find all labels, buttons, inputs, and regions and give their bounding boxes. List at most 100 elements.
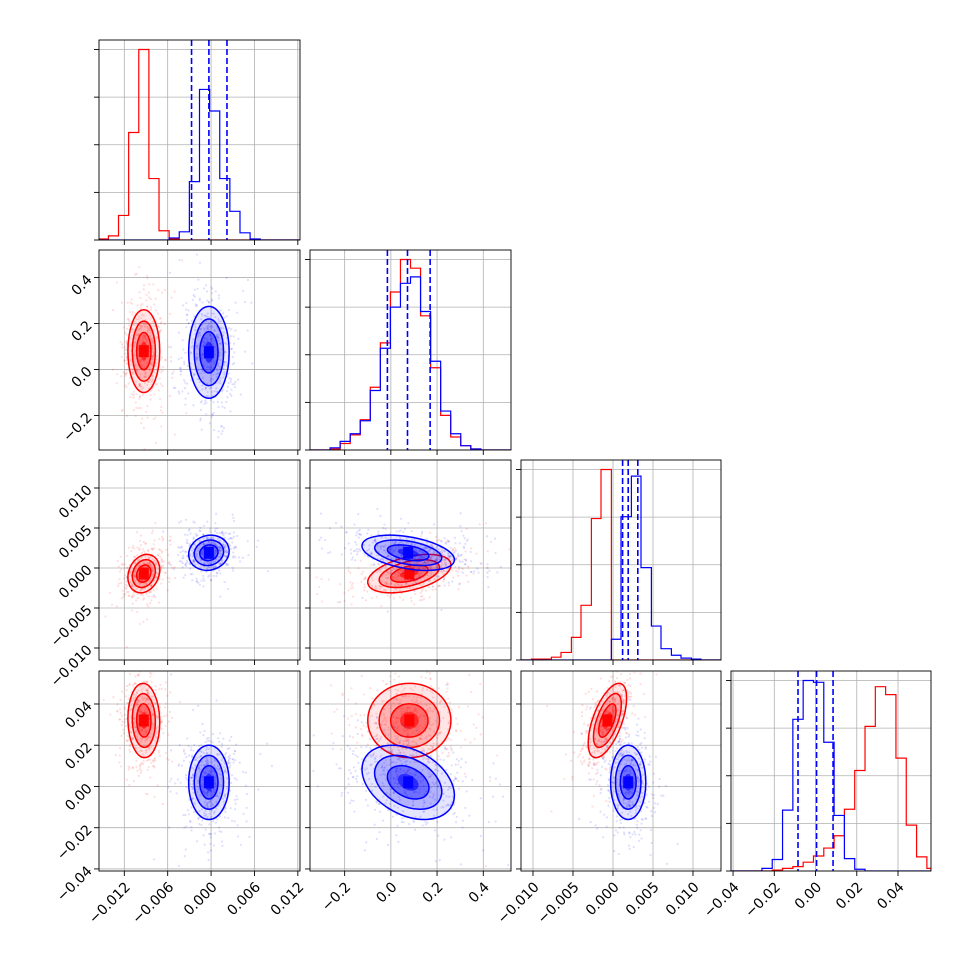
sample-point [120, 568, 123, 571]
sample-point [194, 532, 197, 536]
sample-point [155, 562, 158, 565]
sample-point [143, 375, 146, 378]
panel-frame [309, 249, 512, 451]
sample-point [139, 710, 142, 713]
sample-point [197, 765, 201, 768]
sample-point [442, 569, 445, 573]
sample-point [154, 416, 157, 419]
sample-point [204, 804, 207, 808]
sample-point [141, 698, 144, 701]
sample-point [460, 553, 463, 556]
sample-point [376, 533, 379, 536]
sample-point [612, 704, 615, 708]
sample-point [229, 789, 232, 792]
sample-point [211, 394, 214, 398]
sample-point [396, 746, 400, 749]
sample-point [169, 563, 172, 566]
sample-point [243, 300, 246, 304]
sample-point [365, 745, 368, 749]
sample-point [140, 579, 144, 582]
sample-point [215, 544, 218, 547]
sample-point [208, 800, 211, 803]
sample-point [153, 596, 157, 599]
sample-point [130, 359, 133, 362]
sample-point [132, 323, 135, 326]
sample-point [450, 764, 453, 767]
sample-point [189, 776, 192, 779]
sample-point [232, 342, 236, 345]
sample-point [220, 532, 224, 535]
sample-point [424, 718, 427, 721]
sample-point [396, 752, 399, 755]
sample-point [152, 589, 155, 592]
sample-point [218, 815, 221, 818]
sample-point [429, 556, 432, 560]
sample-point [443, 705, 446, 709]
sample-point [388, 763, 391, 766]
sample-point [216, 400, 219, 403]
sample-point [368, 582, 371, 585]
sample-point [206, 312, 209, 315]
sample-point [433, 814, 436, 817]
sample-point [416, 567, 420, 570]
sample-point [121, 589, 124, 592]
sample-point [368, 737, 372, 741]
sample-point [231, 383, 234, 386]
sample-point [605, 738, 609, 742]
sample-point [208, 574, 211, 577]
sample-point [186, 313, 189, 316]
sample-point [224, 350, 227, 353]
sample-point [449, 555, 452, 558]
sample-point [209, 799, 212, 802]
sample-point [235, 795, 238, 798]
sample-point [402, 530, 405, 534]
sample-point [138, 383, 141, 386]
sample-point [134, 588, 137, 591]
sample-point [144, 732, 148, 735]
sample-point [127, 697, 130, 700]
sample-point [134, 579, 137, 583]
sample-point [213, 781, 216, 784]
sample-point [219, 552, 222, 555]
sample-point [186, 808, 189, 812]
sample-point [203, 801, 206, 804]
sample-point [129, 570, 132, 574]
sample-point [192, 404, 195, 407]
sample-point [393, 804, 396, 808]
sample-point [213, 363, 216, 366]
sample-point [408, 586, 412, 590]
sample-point [375, 733, 378, 736]
sample-point [227, 587, 230, 591]
sample-point [447, 754, 450, 757]
sample-point [591, 805, 594, 808]
sample-point [359, 549, 362, 552]
sample-point [138, 385, 141, 388]
sample-point [136, 610, 139, 614]
sample-point [458, 542, 461, 545]
sample-point [157, 289, 160, 292]
sample-point [185, 756, 188, 759]
sample-point [136, 304, 139, 307]
sample-point [417, 555, 421, 558]
sample-point [343, 547, 347, 550]
sample-point [436, 769, 440, 772]
sample-point [351, 776, 354, 779]
sample-point [437, 687, 441, 690]
sample-point [138, 767, 142, 771]
sample-point [327, 551, 330, 555]
sample-point [158, 754, 162, 757]
sample-point [374, 584, 377, 588]
sample-point [157, 568, 160, 571]
sample-point [244, 784, 248, 787]
sample-point [203, 314, 207, 317]
sample-point [177, 864, 180, 867]
sample-point [372, 703, 376, 706]
sample-point [134, 725, 137, 729]
sample-point [447, 721, 450, 724]
sample-point [584, 730, 588, 733]
sample-point [448, 795, 451, 798]
sample-point [402, 727, 405, 731]
sample-point [422, 805, 425, 808]
sample-point [433, 707, 436, 710]
sample-point [429, 689, 432, 693]
